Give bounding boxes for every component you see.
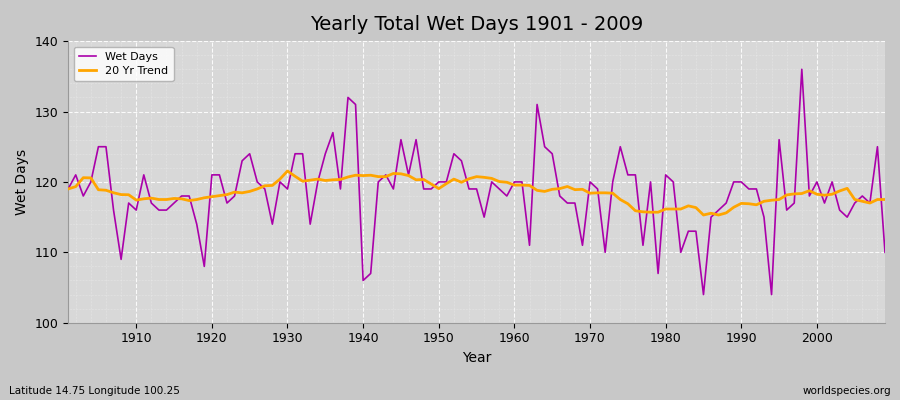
- Legend: Wet Days, 20 Yr Trend: Wet Days, 20 Yr Trend: [74, 47, 174, 81]
- Line: 20 Yr Trend: 20 Yr Trend: [68, 171, 885, 215]
- 20 Yr Trend: [282, 169, 292, 174]
- Y-axis label: Wet Days: Wet Days: [15, 149, 29, 215]
- 20 Yr Trend: [608, 191, 618, 196]
- Wet Days: [698, 292, 709, 297]
- Text: Latitude 14.75 Longitude 100.25: Latitude 14.75 Longitude 100.25: [9, 386, 180, 396]
- 20 Yr Trend: [123, 192, 134, 197]
- Text: worldspecies.org: worldspecies.org: [803, 386, 891, 396]
- Wet Days: [599, 250, 610, 255]
- Wet Days: [123, 201, 134, 206]
- X-axis label: Year: Year: [462, 351, 491, 365]
- 20 Yr Trend: [509, 183, 520, 188]
- 20 Yr Trend: [343, 174, 354, 179]
- Wet Days: [63, 186, 74, 191]
- Title: Yearly Total Wet Days 1901 - 2009: Yearly Total Wet Days 1901 - 2009: [310, 15, 644, 34]
- Line: Wet Days: Wet Days: [68, 69, 885, 294]
- 20 Yr Trend: [713, 213, 724, 218]
- 20 Yr Trend: [63, 186, 74, 191]
- Wet Days: [335, 186, 346, 191]
- Wet Days: [501, 194, 512, 198]
- Wet Days: [509, 180, 520, 184]
- Wet Days: [879, 250, 890, 255]
- Wet Days: [796, 67, 807, 72]
- 20 Yr Trend: [297, 179, 308, 184]
- 20 Yr Trend: [879, 197, 890, 202]
- 20 Yr Trend: [517, 183, 527, 188]
- Wet Days: [290, 151, 301, 156]
